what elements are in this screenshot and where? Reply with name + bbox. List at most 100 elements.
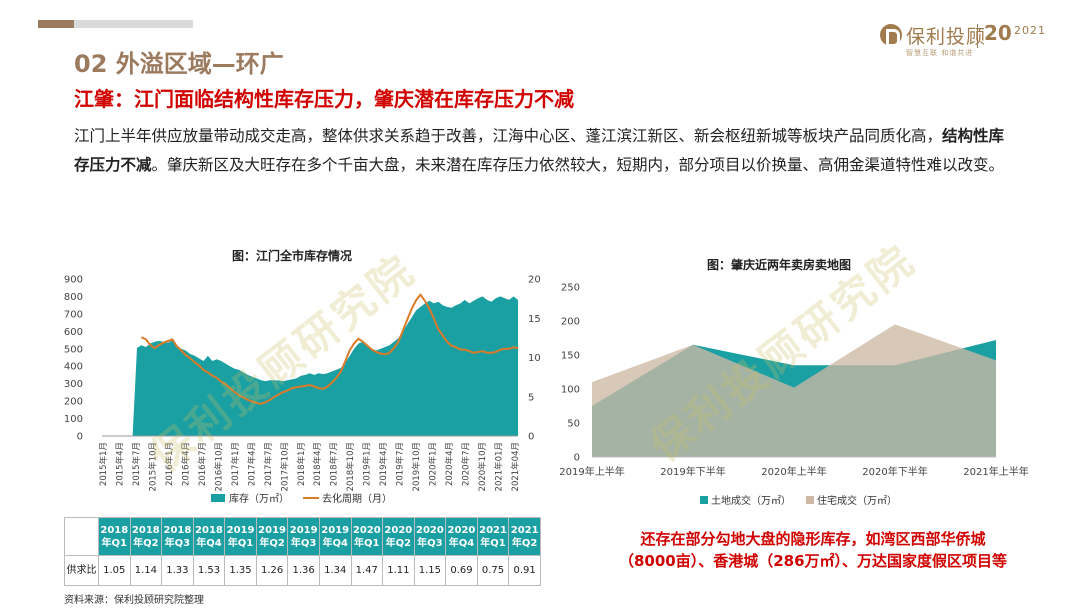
table-quarter-header: 2018 年Q2	[129, 517, 163, 556]
chart1-xtick-label: 2019年1月	[362, 442, 373, 486]
chart1-xtick-label: 2017年10月	[279, 442, 290, 491]
chart1-inventory-area	[106, 296, 518, 436]
chart2-title: 图：肇庆近两年卖房卖地图	[707, 258, 852, 272]
chart1-xtick-label: 2017年1月	[230, 442, 241, 486]
chart1-title: 图：江门全市库存情况	[232, 249, 353, 263]
chart1-ytick-left: 500	[64, 344, 83, 355]
chart1-xtick-label: 2019年10月	[411, 442, 422, 491]
chart1-cycle-line	[140, 293, 519, 405]
chart1-xtick-label: 2019年7月	[395, 442, 406, 486]
chart1-xtick-label: 2016年1月	[164, 442, 175, 486]
highlight-note: 还存在部分勾地大盘的隐形库存，如湾区西部华侨城 （8000亩）、香港城（286万…	[598, 528, 1028, 572]
chart1-xtick-label: 2018年7月	[329, 442, 340, 486]
chart1-xtick-label: 2021年04月	[510, 442, 521, 491]
chart1-xtick-label: 2016年10月	[213, 442, 224, 491]
table-header-row: 2018 年Q1 2018 年Q2 2018 年Q3 2018 年Q4 2019 年Q1 2019 年…	[64, 517, 541, 556]
chart2-ytick: 100	[561, 385, 580, 396]
note-line-1: 还存在部分勾地大盘的隐形库存，如湾区西部华侨城	[640, 530, 986, 548]
chart2-xtick-label: 2019年下半年	[660, 465, 725, 478]
table-value-cell: 1.34	[318, 555, 352, 586]
table-value-row: 供求比 1.05 1.14 1.33 1.53 1.35 1.26 1.36 1.34 1.47 1…	[64, 555, 541, 586]
top-decoration-bar	[38, 20, 193, 28]
table-row-header: 供求比	[64, 555, 99, 586]
chart2-legend-land-swatch	[700, 496, 708, 504]
table-value-cell: 1.05	[98, 555, 131, 586]
note-line-2: （8000亩）、香港城（286万㎡）、万达国家度假区项目等	[618, 552, 1008, 570]
table-value-cell: 1.36	[287, 555, 320, 586]
chart1-xtick-label: 2020年7月	[461, 442, 472, 486]
table-value-cell: 1.47	[350, 555, 384, 586]
table-quarter-header: 2020 年Q2	[382, 517, 415, 556]
chart1-ytick-left: 900	[64, 275, 83, 286]
chart1-ytick-left: 300	[64, 379, 83, 390]
supply-demand-table: 2018 年Q1 2018 年Q2 2018 年Q3 2018 年Q4 2019 年Q1 2019 年…	[64, 517, 541, 586]
chart2-ytick: 0	[574, 453, 580, 464]
logo-tagline: 智慧互联 和谐共进	[906, 49, 974, 57]
table-corner-cell	[64, 517, 99, 556]
chart2-ytick: 250	[561, 283, 580, 294]
chart1-legend-cycle-label: 去化周期（月）	[322, 492, 392, 505]
body-text-part1: 江门上半年供应放量带动成交走高，整体供求关系趋于改善，江海中心区、蓬江滨江新区、…	[74, 127, 943, 145]
table-value-cell: 1.26	[255, 555, 289, 586]
chart1-xtick-label: 2018年1月	[296, 442, 307, 486]
chart2-ytick: 200	[561, 317, 580, 328]
chart2-ytick: 50	[567, 419, 580, 430]
logo-separator	[977, 24, 978, 48]
table-quarter-header: 2020 年Q1	[350, 517, 384, 556]
chart1-ytick-left: 800	[64, 292, 83, 303]
chart1-xtick-label: 2017年7月	[263, 442, 274, 486]
chart1-xtick-label: 2015年4月	[115, 442, 126, 486]
table-value-cell: 1.11	[382, 555, 415, 586]
body-paragraph: 江门上半年供应放量带动成交走高，整体供求关系趋于改善，江海中心区、蓬江滨江新区、…	[74, 122, 1019, 180]
logo-name: 保利投顾	[906, 26, 987, 48]
chart1-ytick-right: 0	[528, 432, 534, 443]
table-quarter-header: 2018 年Q4	[192, 517, 226, 556]
logo-mark-icon	[880, 24, 902, 47]
chart2-xtick-label: 2019年上半年	[559, 465, 624, 478]
table-quarter-header: 2019 年Q4	[318, 517, 352, 556]
logo-anniversary: 20	[984, 21, 1012, 45]
body-text-bold: 结构性库存压力不减	[74, 127, 1005, 174]
chart2-xtick-label: 2021年上半年	[963, 465, 1028, 478]
chart1-xtick-label: 2016年4月	[180, 442, 191, 486]
chart2-legend-residential-label: 住宅成交（万㎡）	[817, 494, 897, 507]
table-quarter-header: 2018 年Q3	[161, 517, 194, 556]
table-quarter-header: 2018 年Q1	[98, 517, 131, 556]
chart2-residential-area	[592, 324, 996, 457]
table-quarter-header: 2020 年Q3	[413, 517, 447, 556]
chart1-ytick-right: 10	[528, 353, 541, 364]
table-quarter-header: 2020 年Q4	[445, 517, 478, 556]
chart1-xtick-label: 2017年4月	[246, 442, 257, 486]
body-text-part2: 。肇庆新区及大旺存在多个千亩大盘，未来潜在库存压力依然较大，短期内，部分项目以价…	[151, 156, 1005, 174]
chart2-xtick-label: 2020年下半年	[862, 465, 927, 478]
table-value-cell: 0.75	[476, 555, 510, 586]
table-value-cell: 1.35	[224, 555, 257, 586]
chart1-xtick-label: 2020年4月	[444, 442, 455, 486]
table-value-cell: 0.69	[445, 555, 478, 586]
table-quarter-header: 2019 年Q3	[287, 517, 320, 556]
chart1-ytick-left: 400	[64, 362, 83, 373]
chart2-legend-residential-swatch	[806, 496, 814, 504]
chart1-xtick-label: 2015年10月	[147, 442, 158, 491]
table-value-cell: 1.15	[413, 555, 447, 586]
headline: 江肇：江门面临结构性库存压力，肇庆潜在库存压力不减	[74, 87, 574, 111]
table-value-cell: 0.91	[508, 555, 541, 586]
chart1-xtick-label: 2020年10月	[477, 442, 488, 491]
table-quarter-header: 2019 年Q1	[224, 517, 257, 556]
chart1-legend-inventory-label: 库存（万㎡）	[229, 492, 289, 505]
chart1-ytick-left: 0	[77, 432, 83, 443]
chart1-xtick-label: 2018年4月	[312, 442, 323, 486]
company-logo: 保利投顾 20 2021 智慧互联 和谐共进	[880, 20, 1060, 62]
table-value-cell: 1.33	[161, 555, 194, 586]
chart1-ytick-left: 700	[64, 309, 83, 320]
chart1-xtick-label: 2020年1月	[428, 442, 439, 486]
source-note: 资料来源：保利投顾研究院整理	[64, 595, 204, 606]
chart1-xtick-label: 2021年01月	[494, 442, 505, 491]
chart2-ytick: 150	[561, 351, 580, 362]
chart1-ytick-right: 20	[528, 275, 541, 286]
chart1-xtick-label: 2015年7月	[131, 442, 142, 486]
table-value-cell: 1.53	[192, 555, 226, 586]
table-value-cell: 1.14	[129, 555, 163, 586]
table-quarter-header: 2021 年Q2	[508, 517, 541, 556]
